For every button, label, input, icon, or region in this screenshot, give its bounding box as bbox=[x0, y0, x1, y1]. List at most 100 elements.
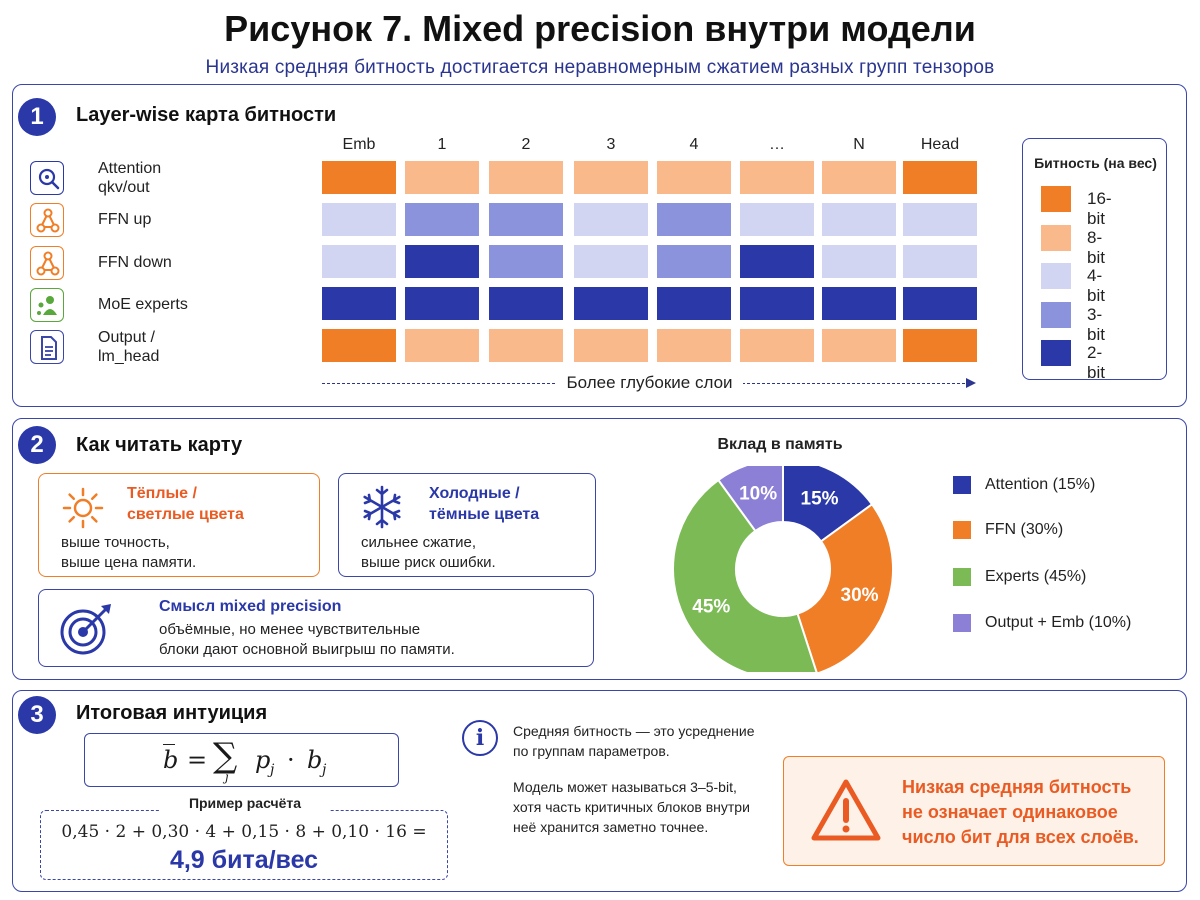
memory-legend-label: Output + Emb (10%) bbox=[985, 614, 1132, 631]
grid-cell-r2-c2 bbox=[489, 245, 563, 278]
column-header-7: Head bbox=[920, 136, 960, 153]
column-header-5: … bbox=[769, 136, 785, 153]
snowflake-icon bbox=[363, 485, 401, 529]
mixed-precision-card: Смысл mixed precision объёмные, но менее… bbox=[38, 589, 594, 667]
memory-legend-swatch bbox=[953, 614, 971, 632]
bit-legend-label: 3-bit bbox=[1087, 304, 1105, 344]
memory-legend-swatch bbox=[953, 568, 971, 586]
figure-title: Рисунок 7. Mixed precision внутри модели bbox=[224, 8, 976, 49]
row-label-text: MoE experts bbox=[98, 296, 188, 313]
grid-cell-r4-c7 bbox=[903, 329, 977, 362]
grid-cell-r3-c6 bbox=[822, 287, 896, 320]
grid-cell-r1-c3 bbox=[574, 203, 648, 236]
memory-legend-label: FFN (30%) bbox=[985, 521, 1064, 538]
cold-colors-card: Холодные / тёмные цвета сильнее сжатие, … bbox=[338, 473, 596, 577]
grid-cell-r1-c6 bbox=[822, 203, 896, 236]
donut-slice-label-3: 10% bbox=[739, 483, 777, 504]
donut-slice-label-0: 15% bbox=[801, 488, 839, 509]
bit-legend-label: 2-bit bbox=[1087, 343, 1105, 382]
section-title-2: Как читать карту bbox=[76, 434, 243, 456]
depth-axis-label: Более глубокие слои bbox=[556, 373, 743, 392]
grid-cell-r2-c7 bbox=[903, 245, 977, 278]
memory-legend-label: Attention (15%) bbox=[985, 476, 1096, 493]
memory-legend-swatch bbox=[953, 521, 971, 539]
grid-cell-r1-c2 bbox=[489, 203, 563, 236]
grid-cell-r4-c0 bbox=[322, 329, 396, 362]
grid-cell-r4-c4 bbox=[657, 329, 731, 362]
warning-icon bbox=[811, 779, 881, 841]
bit-legend-label: 4-bit bbox=[1087, 266, 1105, 305]
info-text-average: Средняя битность — это усреднение по гру… bbox=[513, 723, 755, 759]
formula-dot: · bbox=[287, 746, 295, 774]
donut-slice-1 bbox=[796, 502, 894, 672]
donut-slice-2 bbox=[672, 478, 818, 672]
depth-axis-arrow bbox=[966, 378, 976, 388]
formula-overline bbox=[163, 744, 175, 745]
target-icon bbox=[60, 604, 111, 655]
donut-slice-label-1: 30% bbox=[841, 585, 879, 606]
grid-cell-r4-c2 bbox=[489, 329, 563, 362]
network-nodes-icon bbox=[30, 246, 64, 280]
donut-slice-label-2: 45% bbox=[692, 597, 730, 618]
section-number-1: 1 bbox=[18, 98, 56, 136]
grid-cell-r2-c0 bbox=[322, 245, 396, 278]
grid-cell-r3-c4 bbox=[657, 287, 731, 320]
formula-p: p bbox=[255, 746, 271, 774]
cold-card-title: Холодные / тёмные цвета bbox=[429, 485, 540, 523]
formula-sum-index: j bbox=[225, 770, 229, 784]
grid-cell-r3-c5 bbox=[740, 287, 814, 320]
grid-cell-r2-c1 bbox=[405, 245, 479, 278]
grid-cell-r0-c2 bbox=[489, 161, 563, 194]
row-label-text: Output / lm_head bbox=[98, 329, 160, 365]
example-result: 4,9 бита/вес bbox=[169, 846, 319, 874]
cold-card-body: сильнее сжатие, выше риск ошибки. bbox=[361, 534, 496, 571]
grid-cell-r2-c5 bbox=[740, 245, 814, 278]
grid-cell-r4-c1 bbox=[405, 329, 479, 362]
bit-legend-title: Битность (на вес) bbox=[1034, 155, 1157, 171]
grid-cell-r1-c0 bbox=[322, 203, 396, 236]
memory-legend-label: Experts (45%) bbox=[985, 568, 1087, 585]
bit-legend: Битность (на вес) 16-bit 8-bit 4-bit 3-bit 2… bbox=[1022, 138, 1167, 382]
memory-legend-swatch bbox=[953, 476, 971, 494]
grid-cell-r0-c0 bbox=[322, 161, 396, 194]
column-header-1: 1 bbox=[437, 136, 447, 153]
grid-cell-r0-c4 bbox=[657, 161, 731, 194]
bit-legend-swatch bbox=[1041, 340, 1071, 366]
grid-cell-r4-c6 bbox=[822, 329, 896, 362]
experts-icon bbox=[30, 288, 64, 322]
grid-cell-r0-c5 bbox=[740, 161, 814, 194]
formula-equals: = bbox=[187, 746, 208, 774]
meaning-card-title: Смысл mixed precision bbox=[159, 598, 342, 615]
grid-cell-r3-c2 bbox=[489, 287, 563, 320]
bit-legend-swatch bbox=[1041, 186, 1071, 212]
grid-cell-r4-c3 bbox=[574, 329, 648, 362]
section-title-1: Layer-wise карта битности bbox=[76, 104, 337, 126]
meaning-card-body: объёмные, но менее чувствительные блоки … bbox=[159, 621, 455, 658]
memory-chart-title: Вклад в память bbox=[717, 436, 843, 453]
formula-sum-sign: ∑ bbox=[213, 736, 238, 776]
grid-cell-r2-c3 bbox=[574, 245, 648, 278]
grid-cell-r0-c7 bbox=[903, 161, 977, 194]
grid-cell-r1-c7 bbox=[903, 203, 977, 236]
grid-cell-r2-c6 bbox=[822, 245, 896, 278]
row-label-text: FFN down bbox=[98, 254, 172, 271]
row-label-text: FFN up bbox=[98, 211, 152, 228]
average-bits-formula: b = ∑ j p j · b j bbox=[84, 733, 399, 787]
bit-legend-swatch bbox=[1041, 224, 1071, 251]
example-expression: 0,45 · 2 + 0,30 · 4 + 0,15 · 8 + 0,10 · … bbox=[61, 822, 427, 842]
info-icon: i bbox=[462, 720, 498, 756]
figure-subtitle: Низкая средняя битность достигается нера… bbox=[205, 57, 995, 78]
column-header-4: 4 bbox=[689, 136, 699, 153]
info-text-model: Модель может называться 3–5-bit, хотя ча… bbox=[513, 779, 750, 835]
warm-card-body: выше точность, выше цена памяти. bbox=[61, 534, 197, 571]
grid-cell-r3-c1 bbox=[405, 287, 479, 320]
warning-text: Низкая средняя битность не означает один… bbox=[902, 777, 1139, 847]
grid-cell-r0-c3 bbox=[574, 161, 648, 194]
column-header-3: 3 bbox=[606, 136, 616, 153]
bit-legend-label: 8-bit bbox=[1087, 227, 1105, 267]
grid-cell-r3-c3 bbox=[574, 287, 648, 320]
grid-cell-r3-c0 bbox=[322, 287, 396, 320]
section-title-3: Итоговая интуиция bbox=[76, 702, 268, 724]
warm-colors-card: Тёплые / светлые цвета выше точность, вы… bbox=[38, 473, 320, 577]
column-header-0: Emb bbox=[342, 136, 376, 153]
